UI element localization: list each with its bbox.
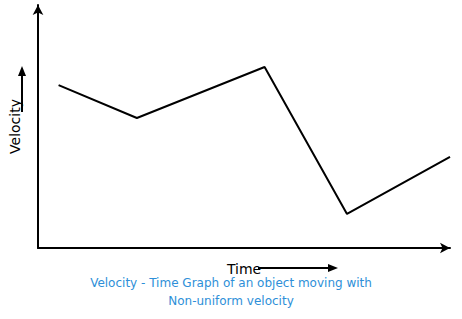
svg-text:Time: Time <box>226 261 261 277</box>
svg-text:Non-uniform velocity: Non-uniform velocity <box>168 294 294 308</box>
svg-text:Velocity: Velocity <box>7 99 23 154</box>
svg-text:Velocity - Time Graph of an ob: Velocity - Time Graph of an object movin… <box>90 276 372 290</box>
